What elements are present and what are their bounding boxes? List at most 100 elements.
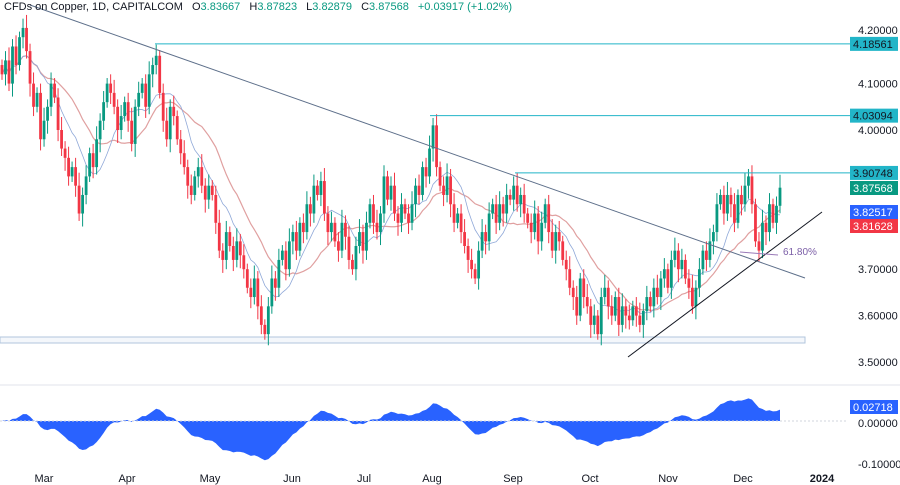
candle-body — [161, 92, 165, 121]
candle-body — [771, 204, 775, 223]
candle-body — [480, 232, 484, 251]
candle-body — [533, 213, 537, 233]
candle-body — [175, 116, 179, 140]
candle-body — [445, 176, 449, 195]
candle-body — [354, 246, 358, 270]
candle-body — [747, 176, 750, 186]
candle-body — [554, 232, 558, 251]
candle-body — [291, 232, 295, 242]
candle-body — [473, 269, 477, 279]
candle-body — [70, 167, 74, 177]
candle-body — [484, 232, 488, 242]
candle-body — [186, 167, 190, 186]
candle-body — [140, 83, 144, 93]
candle-body — [77, 185, 81, 214]
candle-body — [7, 60, 11, 84]
candle-body — [638, 315, 642, 325]
low-value: 3.82879 — [312, 1, 353, 13]
candle-body — [708, 241, 712, 260]
candle-body — [4, 60, 7, 75]
candle-body — [697, 269, 701, 288]
y-tick-label: 3.70000 — [858, 264, 898, 276]
candle-body — [224, 232, 228, 260]
candle-body — [487, 213, 491, 242]
open-field: O3.83667 — [191, 1, 241, 13]
candle-body — [505, 194, 509, 214]
candle-body — [319, 181, 323, 195]
candle-body — [333, 222, 337, 242]
osc-label-box — [850, 400, 898, 414]
candle-body — [123, 102, 127, 117]
y-tick-label: 3.60000 — [858, 311, 898, 323]
candle-body — [238, 241, 242, 256]
price-label-box — [850, 36, 898, 51]
candle-body — [627, 315, 631, 321]
candle-body — [298, 222, 302, 251]
candle-body — [491, 204, 495, 214]
candle-body — [35, 92, 39, 107]
price-label: 3.87568 — [853, 183, 893, 195]
candle-body — [109, 83, 113, 93]
candle-body — [778, 187, 782, 206]
candle-body — [63, 148, 67, 158]
candle-body — [498, 204, 502, 223]
candle-body — [214, 194, 218, 223]
candle-body — [729, 194, 733, 205]
candle-body — [515, 185, 519, 205]
candle-body — [340, 222, 344, 251]
candle-body — [683, 259, 687, 279]
candle-body — [172, 106, 176, 117]
candle-body — [764, 222, 768, 233]
oscillator-area — [0, 398, 780, 461]
y-tick-label: 4.00000 — [858, 125, 898, 137]
candle-body — [273, 278, 277, 288]
candle-body — [564, 259, 568, 270]
candle-body — [84, 176, 88, 195]
candle-body — [568, 269, 572, 288]
candle-body — [256, 278, 260, 307]
candle-body — [557, 232, 561, 242]
candle-body — [641, 310, 645, 325]
support-zone — [0, 336, 806, 344]
candle-body — [722, 194, 726, 214]
candle-body — [189, 185, 193, 195]
candle-body — [613, 297, 617, 316]
candle-body — [631, 306, 635, 321]
candle-body — [217, 222, 221, 251]
candle-body — [645, 297, 649, 311]
price-label-box — [850, 165, 898, 180]
candle-body — [165, 120, 169, 140]
candle-body — [21, 27, 25, 38]
candle-body — [750, 176, 754, 205]
candle-body — [624, 306, 628, 316]
close-field: C3.87568 — [361, 1, 409, 13]
candle-body — [620, 306, 624, 325]
candle-body — [690, 287, 694, 307]
candle-body — [49, 83, 53, 107]
candle-body — [417, 185, 421, 195]
candle-body — [316, 185, 319, 195]
candle-body — [305, 204, 309, 233]
symbol-title: CFDs on Copper, 1D, CAPITALCOM — [4, 1, 183, 13]
candle-body — [14, 46, 18, 66]
candle-body — [112, 92, 116, 107]
candle-body — [56, 97, 60, 130]
price-label: 4.03094 — [853, 111, 893, 123]
candle-body — [280, 250, 284, 260]
candle-body — [0, 65, 4, 75]
candle-body — [266, 306, 270, 335]
x-tick-label: Mar — [35, 473, 54, 485]
candle-body — [60, 130, 63, 149]
x-tick-label: 2024 — [810, 473, 835, 485]
candle-body — [126, 102, 130, 121]
candle-body — [561, 241, 565, 260]
candle-body — [617, 297, 621, 325]
candle-body — [424, 167, 428, 177]
candle-body — [421, 167, 424, 195]
candle-body — [459, 213, 463, 233]
candle-body — [182, 153, 186, 168]
x-tick-label: Aug — [422, 473, 442, 485]
candle-body — [18, 37, 21, 66]
